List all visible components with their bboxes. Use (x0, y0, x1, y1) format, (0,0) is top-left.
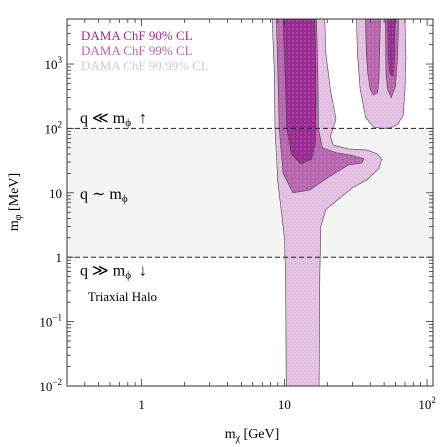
x-tick-label: 102 (418, 395, 436, 412)
confidence-regions (271, 18, 407, 387)
legend: DAMA ChF 90% CL DAMA ChF 99% CL DAMA ChF… (81, 28, 209, 73)
y-axis-title: mφ [MeV] (7, 173, 24, 231)
y-tick-label: 10−1 (39, 313, 62, 330)
x-tick-label: 10 (278, 397, 291, 412)
region-texture-2-1 (387, 19, 395, 77)
legend-entry-99: DAMA ChF 99% CL (81, 43, 193, 58)
y-tick-label: 10 (49, 186, 62, 201)
x-axis-title: mχ [GeV] (225, 427, 280, 444)
axis-ticks (66, 18, 433, 387)
halo-annotation: Triaxial Halo (88, 289, 157, 304)
y-tick-label: 103 (45, 55, 63, 72)
tick-labels: 1 10 102 10−2 10−1 1 10 102 103 (39, 55, 435, 412)
regime-label-1: q ∼ mϕ (80, 186, 128, 205)
region-texture-2-0 (283, 19, 316, 164)
y-tick-label: 10−2 (39, 377, 62, 394)
y-tick-label: 1 (56, 250, 63, 265)
plot-frame (66, 18, 434, 387)
intermediate-regime-band (67, 128, 433, 258)
x-tick-label: 1 (138, 397, 145, 412)
region-texture-1-1 (365, 19, 381, 95)
y-tick-label: 102 (45, 119, 63, 136)
legend-entry-90: DAMA ChF 90% CL (81, 28, 193, 43)
regime-labels: q ≪ mϕ ↑q ∼ mϕq ≫ mϕ ↓ (80, 110, 147, 281)
legend-entry-9999: DAMA ChF 99.99% CL (81, 58, 209, 73)
